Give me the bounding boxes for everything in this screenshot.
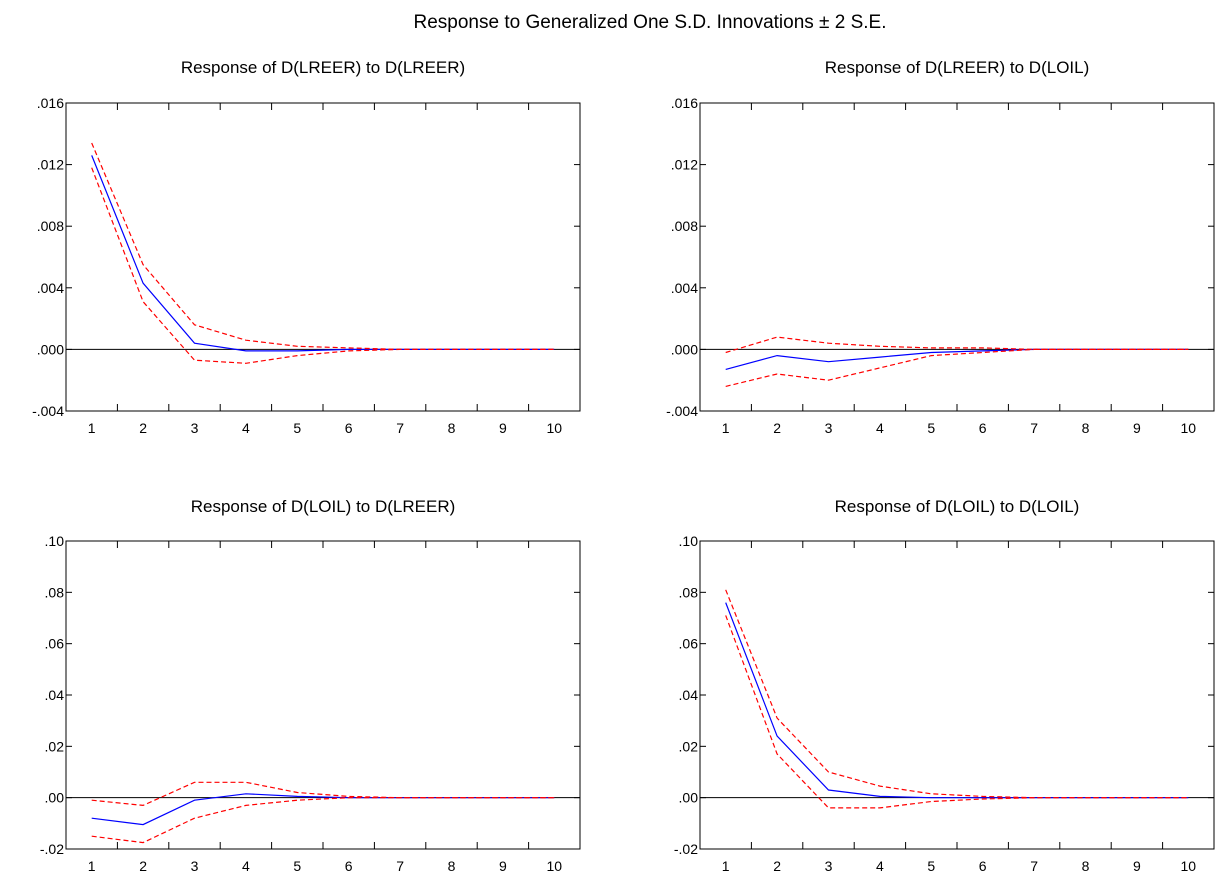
panel-title: Response of D(LREER) to D(LOIL) [825,58,1090,77]
y-tick-label: .02 [45,738,65,754]
x-tick-label: 10 [1181,420,1197,436]
y-tick-label: .000 [37,341,64,357]
chart-panel-2: Response of D(LREER) to D(LOIL) -.004 .000… [666,58,1215,436]
upper-band-line [91,781,555,807]
plot-frame [65,102,581,412]
response-line [91,793,555,826]
x-tick-label: 1 [88,858,96,874]
x-tick-label: 7 [1030,420,1038,436]
x-tick-label: 1 [88,420,96,436]
x-tick-label: 10 [547,858,563,874]
chart-panel-3: Response of D(LOIL) to D(LREER) -.02 .00 .0… [40,497,581,874]
chart-panel-4: Response of D(LOIL) to D(LOIL) -.02 .00 .02… [674,497,1215,874]
y-tick-label: .04 [679,687,699,703]
upper-band-line [725,589,1189,799]
x-tick-label: 7 [1030,858,1038,874]
x-tick-label: 3 [825,420,833,436]
x-tick-label: 7 [396,420,404,436]
lower-band-line [725,615,1189,809]
x-tick-label: 8 [1082,858,1090,874]
panel-title: Response of D(LREER) to D(LREER) [181,58,465,77]
y-tick-label: .06 [45,636,65,652]
y-tick-label: -.02 [40,841,64,857]
y-tick-label: .08 [679,584,699,600]
x-tick-label: 5 [293,858,301,874]
plot-frame [699,102,1215,412]
x-tick-label: 4 [876,858,884,874]
lower-band-line [91,797,555,844]
response-line [725,602,1189,799]
y-tick-label: .004 [671,280,698,296]
x-tick-label: 4 [242,858,250,874]
upper-band-line [725,336,1189,354]
y-tick-label: .06 [679,636,699,652]
y-tick-label: -.02 [674,841,698,857]
upper-band-line [91,142,555,350]
lower-band-line [725,348,1189,387]
lower-band-line [91,167,555,364]
x-tick-label: 9 [499,858,507,874]
x-tick-label: 1 [722,858,730,874]
plot-frame [65,540,581,850]
y-tick-label: .004 [37,280,64,296]
x-tick-label: 7 [396,858,404,874]
y-tick-label: .012 [671,157,698,173]
x-tick-label: 9 [1133,420,1141,436]
x-tick-label: 2 [139,420,147,436]
x-tick-label: 4 [242,420,250,436]
x-tick-label: 9 [1133,858,1141,874]
y-tick-label: .04 [45,687,65,703]
x-tick-label: 4 [876,420,884,436]
y-tick-label: -.004 [32,403,64,419]
x-tick-label: 3 [825,858,833,874]
y-tick-label: .016 [37,95,64,111]
y-tick-label: .016 [671,95,698,111]
x-tick-label: 10 [547,420,563,436]
y-tick-label: .008 [671,218,698,234]
x-tick-label: 6 [345,420,353,436]
x-tick-label: 2 [773,858,781,874]
y-tick-label: .08 [45,584,65,600]
chart-panel-1: Response of D(LREER) to D(LREER) -.004 .00… [32,58,581,436]
figure-title: Response to Generalized One S.D. Innovat… [413,12,886,33]
x-tick-label: 6 [345,858,353,874]
x-tick-label: 9 [499,420,507,436]
y-tick-label: .008 [37,218,64,234]
x-tick-label: 3 [191,420,199,436]
x-tick-label: 5 [293,420,301,436]
x-tick-label: 8 [448,420,456,436]
y-tick-label: .02 [679,738,699,754]
y-tick-label: .00 [45,790,65,806]
x-tick-label: 6 [979,858,987,874]
response-line [725,348,1189,370]
y-tick-label: .10 [45,533,65,549]
x-tick-label: 8 [1082,420,1090,436]
panel-title: Response of D(LOIL) to D(LREER) [191,497,456,516]
x-tick-label: 10 [1181,858,1197,874]
x-tick-label: 2 [139,858,147,874]
y-tick-label: .00 [679,790,699,806]
y-tick-label: .012 [37,157,64,173]
x-tick-label: 5 [927,420,935,436]
y-tick-label: .10 [679,533,699,549]
x-tick-label: 1 [722,420,730,436]
plot-frame [699,540,1215,850]
x-tick-label: 6 [979,420,987,436]
y-tick-label: -.004 [666,403,698,419]
x-tick-label: 3 [191,858,199,874]
y-tick-label: .000 [671,341,698,357]
x-tick-label: 8 [448,858,456,874]
x-tick-label: 2 [773,420,781,436]
panel-title: Response of D(LOIL) to D(LOIL) [835,497,1080,516]
x-tick-label: 5 [927,858,935,874]
